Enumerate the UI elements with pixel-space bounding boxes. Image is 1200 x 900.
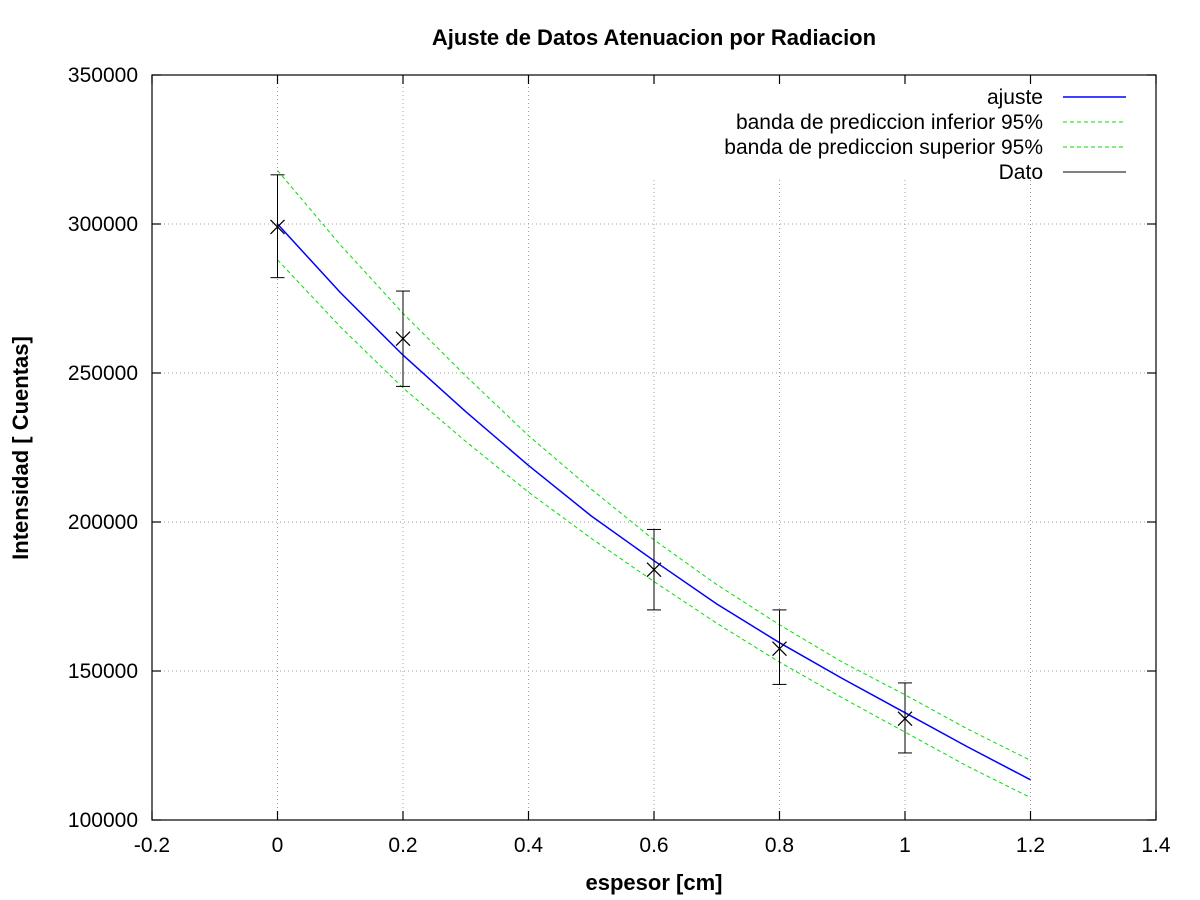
point-marker: [897, 711, 913, 727]
x-tick-label: 0.2: [388, 834, 417, 857]
data-point: [897, 682, 913, 754]
series-layer: [270, 170, 1031, 799]
x-tick-label: 0.4: [514, 834, 544, 857]
x-tick-label: 0.8: [765, 834, 794, 857]
x-tick-label: -0.2: [134, 834, 170, 857]
point-marker: [646, 562, 662, 578]
y-axis-label: Intensidad [ Cuentas]: [8, 336, 33, 560]
y-tick-label: 300000: [68, 213, 138, 236]
legend-entry: banda de prediccion inferior 95%: [736, 111, 1126, 134]
x-tick-label: 1: [899, 834, 911, 857]
data-point: [395, 290, 411, 387]
data-point: [270, 174, 285, 279]
x-axis-label: espesor [cm]: [586, 870, 723, 895]
x-tick-label: 1.2: [1016, 834, 1045, 857]
point-marker: [772, 641, 787, 657]
legend-label: banda de prediccion superior 95%: [724, 136, 1043, 159]
legend-label: ajuste: [987, 86, 1043, 109]
legend-entry: Dato: [999, 161, 1126, 184]
y-tick-label: 100000: [68, 809, 138, 832]
grid-layer: [152, 75, 1156, 820]
y-tick-label: 200000: [68, 511, 138, 534]
legend-entry: ajuste: [987, 86, 1126, 109]
point-marker: [395, 331, 411, 347]
chart-title: Ajuste de Datos Atenuacion por Radiacion: [432, 25, 876, 50]
y-tick-label: 150000: [68, 660, 138, 683]
x-tick-label: 1.4: [1141, 834, 1171, 857]
legend-label: banda de prediccion inferior 95%: [736, 111, 1043, 134]
x-tick-label: 0.6: [639, 834, 668, 857]
y-tick-label: 250000: [68, 362, 138, 385]
tick-layer: -0.2 0 0.2 0.4 0.6 0.8 1 1.2 1.4 100000 150000 2000…: [68, 64, 1171, 857]
y-tick-label: 350000: [68, 64, 138, 87]
x-tick-label: 0: [272, 834, 284, 857]
legend-entry: banda de prediccion superior 95%: [724, 136, 1126, 159]
series-line-2: [277, 170, 1031, 761]
legend-label: Dato: [999, 161, 1043, 184]
data-point: [772, 609, 787, 685]
point-marker: [270, 219, 285, 235]
data-point: [646, 528, 662, 611]
